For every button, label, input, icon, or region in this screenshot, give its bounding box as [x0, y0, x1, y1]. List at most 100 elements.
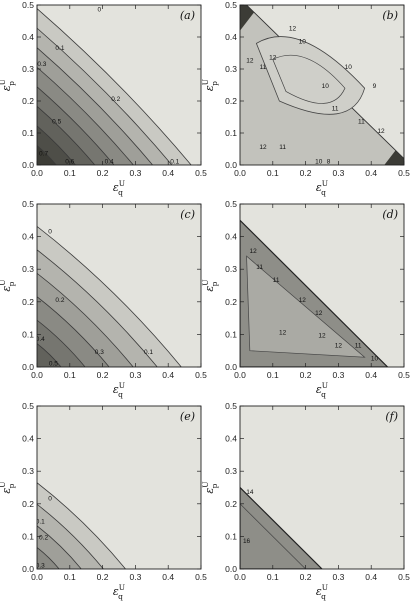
x-axis-label: εU q: [113, 381, 125, 399]
contour-label: 11: [355, 342, 362, 349]
y-axis-label: εUp: [201, 481, 219, 493]
y-axis-label-group: εUp: [201, 79, 219, 91]
x-tick-label: 0.2: [300, 572, 312, 582]
x-tick-label: 0.1: [64, 572, 76, 582]
plot-frame: [36, 203, 202, 368]
y-tick-label: 0.2: [22, 96, 34, 106]
x-tick-label: 0.4: [365, 370, 377, 380]
x-tick-label: 0.2: [300, 370, 312, 380]
y-tick-label: 0.4: [225, 232, 237, 242]
panel-label: (e): [180, 410, 195, 423]
x-tick-label: 0.0: [234, 572, 246, 582]
x-tick-label: 0.2: [300, 168, 312, 178]
x-axis-label: εU q: [316, 179, 328, 197]
x-tick-label: 0.2: [97, 572, 109, 582]
contour-label: 0.1: [55, 45, 64, 52]
x-axis-label: εU q: [113, 583, 125, 601]
contour-label: 0.4: [105, 158, 114, 165]
y-tick-label: 0.1: [22, 329, 34, 339]
plot-frame: [239, 405, 405, 570]
contour-label: 0.1: [36, 518, 45, 525]
y-tick-label: 0.2: [225, 297, 237, 307]
panel-label: (c): [180, 208, 195, 221]
y-tick-label: 0.2: [22, 499, 34, 509]
y-axis-label-group: εUp: [0, 481, 16, 493]
contour-label: 0.2: [39, 535, 48, 542]
contour-label: 12: [377, 128, 385, 135]
y-tick-label: 0.3: [225, 64, 237, 74]
contour-label: 12: [318, 333, 326, 340]
x-tick-label: 0.4: [365, 168, 377, 178]
y-tick-label: 0.0: [22, 362, 34, 372]
x-tick-label: 0.3: [332, 370, 344, 380]
x-tick-label: 0.5: [398, 572, 410, 582]
y-tick-label: 0.3: [22, 64, 34, 74]
contour-label: 0: [48, 228, 52, 235]
y-tick-label: 0.2: [22, 297, 34, 307]
y-tick-label: 0.0: [225, 362, 237, 372]
y-axis-label-group: εUp: [0, 279, 16, 291]
y-axis-label: εUp: [201, 79, 219, 91]
contour-label: 10: [322, 83, 330, 90]
x-tick-label: 0.5: [398, 370, 410, 380]
contour-inner: [240, 503, 306, 569]
y-tick-label: 0.1: [22, 531, 34, 541]
y-axis-label: εUp: [0, 279, 16, 291]
panel-d: 12 11 11 12 12 12 12 12 11 10 0.0 0.1 0.2 0.3 0.4 0.5 0.…: [201, 199, 410, 399]
contour-label: 0.5: [52, 118, 61, 125]
x-axis-label: εU q: [113, 179, 125, 197]
y-tick-label: 0.4: [225, 32, 237, 42]
y-tick-label: 0.1: [22, 128, 34, 138]
contour-label: 0.4: [36, 336, 45, 343]
panel-a: 00.10.30.20.50.70.6 0.4 0.10.0 0.1 0.2 0.3 0.4…: [0, 0, 207, 197]
contour-label: 0: [48, 496, 52, 503]
x-tick-label: 0.5: [195, 370, 207, 380]
contour-label: 12: [250, 248, 258, 255]
x-axis-label: εU q: [316, 583, 328, 601]
y-axis-label-group: εUp: [0, 79, 16, 91]
plot-frame: [36, 4, 202, 166]
x-tick-label: 0.0: [234, 168, 246, 178]
contour-label: 0.7: [39, 150, 48, 157]
x-tick-label: 0.2: [97, 168, 109, 178]
y-axis-label-group: εUp: [201, 279, 219, 291]
contour-label: 11: [332, 106, 339, 113]
panel-label: (f): [385, 410, 398, 423]
y-tick-label: 0.5: [225, 401, 237, 411]
panel-label: (a): [180, 9, 195, 22]
y-tick-label: 0.5: [225, 199, 237, 209]
contour-label: 8: [327, 158, 331, 165]
contour-label: 16: [243, 538, 251, 545]
contour-label: 10: [345, 64, 353, 71]
y-axis-label-group: εUp: [201, 481, 219, 493]
contour-inner: [272, 54, 346, 104]
x-tick-label: 0.3: [129, 168, 141, 178]
y-tick-label: 0.5: [22, 0, 34, 10]
x-tick-label: 0.4: [162, 370, 174, 380]
contour-label: 0.2: [55, 297, 64, 304]
contour-label: 11: [279, 144, 286, 151]
plot-area: 0 0.2 0.4 0.3 0.1 0.5: [36, 204, 201, 367]
x-tick-label: 0.0: [31, 370, 43, 380]
y-tick-label: 0.1: [225, 128, 237, 138]
y-tick-label: 0.1: [225, 329, 237, 339]
x-tick-label: 0.1: [64, 168, 76, 178]
contour-label: 0: [98, 6, 102, 13]
contour-label: 14: [246, 489, 254, 496]
y-tick-label: 0.5: [225, 0, 237, 10]
y-tick-label: 0.5: [22, 199, 34, 209]
contour-label: 12: [246, 58, 254, 65]
y-tick-label: 0.5: [22, 401, 34, 411]
plot-frame: [239, 4, 405, 166]
plot-area: 00.10.30.20.50.70.6 0.4 0.1: [37, 5, 201, 165]
contour-label: 11: [260, 64, 267, 71]
x-tick-label: 0.0: [234, 370, 246, 380]
y-tick-label: 0.4: [22, 434, 34, 444]
x-tick-label: 0.5: [195, 572, 207, 582]
contour-label: 12: [259, 144, 267, 151]
contour-label: 12: [299, 297, 307, 304]
contour-label: 12: [279, 329, 287, 336]
panel-e: 00.10.20.30.0 0.1 0.2 0.3 0.4 0.50.00.10.20.3…: [0, 401, 207, 601]
